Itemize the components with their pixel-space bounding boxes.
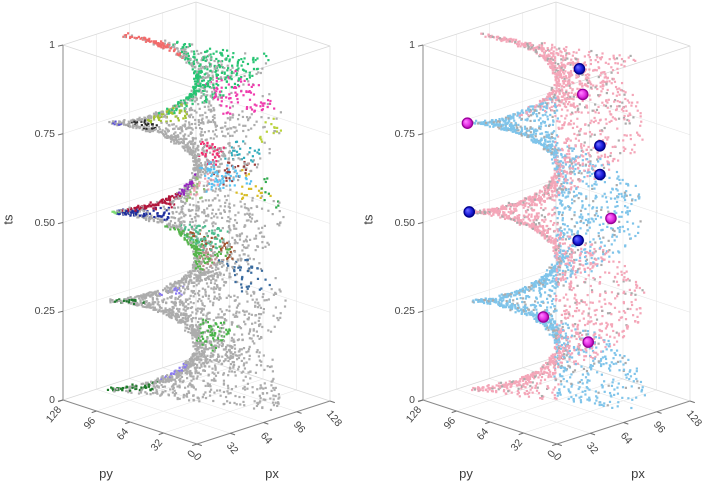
figure-3d-scatter-pair: ts py px ts py px 0 0.25 0.50 0.75 1 0 32 64 96 1… [0,0,720,493]
scatter3d-canvas [0,0,720,493]
